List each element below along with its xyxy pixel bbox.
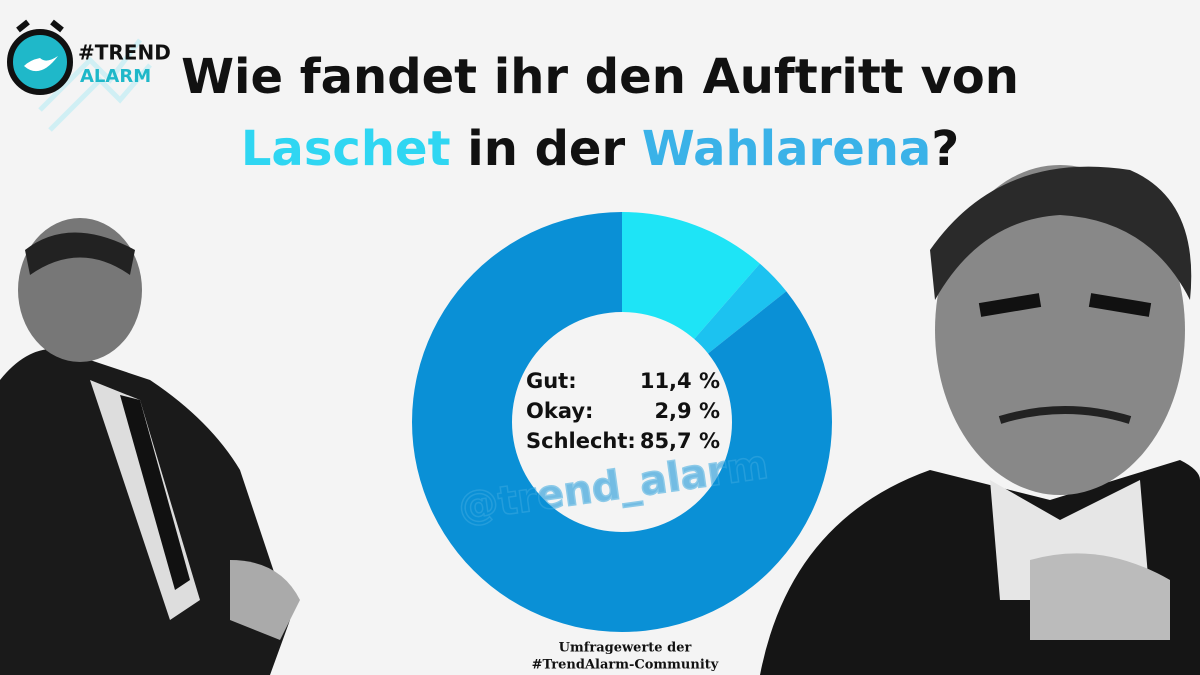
footer: Umfragewerte der: [559, 641, 692, 656]
title-part: Wahlarena: [642, 121, 931, 177]
logo-text: #TREND: [78, 41, 171, 65]
donut-slice: [622, 212, 760, 340]
logo-arrows: [38, 38, 152, 132]
chart-title: Wie fandet ihr den Auftritt von: [181, 49, 1019, 105]
title-part: in der: [467, 121, 625, 177]
legend-label: Okay:: [526, 399, 593, 423]
legend-label: Gut:: [526, 369, 577, 393]
title-part: Laschet: [241, 121, 451, 177]
value-label: 2,9 %: [654, 399, 720, 423]
logo-bells: [16, 19, 64, 33]
photo-right: [760, 165, 1200, 675]
logo-bird: [24, 56, 58, 72]
legend-label: Schlecht:: [526, 429, 636, 453]
footer: #TrendAlarm-Community: [532, 658, 719, 673]
logo-text: ALARM: [80, 66, 151, 87]
photo-left: [0, 218, 300, 675]
donut: [412, 212, 832, 633]
value-label: 11,4 %: [640, 369, 720, 393]
title-part: ?: [931, 121, 959, 177]
donut-slice: [694, 263, 787, 354]
donut-slice: [412, 212, 832, 633]
value-label: 85,7 %: [640, 429, 720, 453]
chart-title: Laschet in der Wahlarena?: [241, 121, 959, 177]
